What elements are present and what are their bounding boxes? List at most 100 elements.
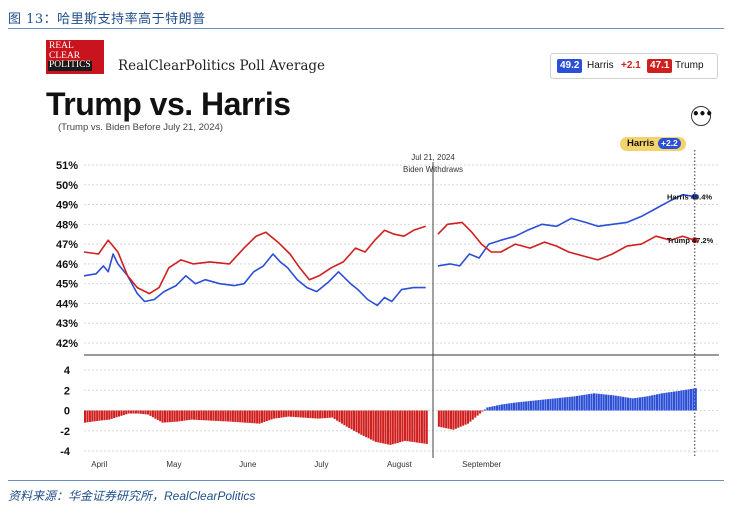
spread-bar <box>355 410 358 433</box>
spread-bar <box>561 397 564 411</box>
spread-bar <box>302 410 305 418</box>
spread-bar <box>193 410 196 420</box>
spread-bar <box>333 410 336 420</box>
spread-bar <box>641 397 644 411</box>
spread-bar <box>665 392 668 411</box>
harris-end-dot <box>691 193 698 200</box>
spread-bar <box>580 395 583 411</box>
spread-bar <box>134 410 137 414</box>
spread-bar <box>137 410 140 414</box>
spread-bar <box>585 394 588 411</box>
chart-title: Trump vs. Harris <box>46 86 291 122</box>
spread-bar <box>294 410 297 418</box>
spread-bar <box>583 394 586 411</box>
trump-end-label: Trump 47.2% <box>667 236 714 245</box>
x-month-label: August <box>387 460 413 469</box>
harris-end-label: Harris 49.4% <box>667 193 712 202</box>
spread-bar <box>147 410 150 415</box>
spread-bar <box>151 410 154 418</box>
spread-bar <box>142 410 145 415</box>
spread-bar <box>195 410 198 420</box>
spread-bar <box>668 392 671 411</box>
spread-bar <box>617 396 620 411</box>
spread-bar <box>646 396 649 411</box>
spread-bar <box>537 400 540 411</box>
logo-line-3: POLITICS <box>48 60 92 71</box>
spread-bar <box>357 410 360 434</box>
spread-bar <box>117 410 120 417</box>
x-month-label: April <box>91 460 107 469</box>
spread-bar <box>692 388 695 411</box>
spread-bar <box>260 410 263 423</box>
spread-bar <box>105 410 108 420</box>
spread-bar <box>406 410 409 442</box>
spread-bar <box>595 393 598 411</box>
spread-bar <box>447 410 450 429</box>
more-dots-icon[interactable]: ••• <box>691 106 713 126</box>
spread-bar <box>658 393 661 411</box>
spread-bar <box>178 410 181 422</box>
spread-bar <box>539 399 542 411</box>
spread-bar <box>369 410 373 440</box>
rcp-logo[interactable]: REAL CLEAR POLITICS <box>46 40 104 74</box>
spread-bar <box>525 401 528 411</box>
spread-bar <box>522 401 525 411</box>
spread-bar <box>653 394 656 411</box>
spread-bar <box>180 410 184 421</box>
spread-bar <box>304 410 307 418</box>
spread-bar <box>280 410 283 418</box>
spread-bar <box>655 394 659 411</box>
spread-bar <box>127 410 130 414</box>
spread-bar <box>588 394 591 411</box>
spread-bar <box>534 400 537 411</box>
spread-bar <box>379 410 382 443</box>
spread-bar <box>544 399 547 411</box>
figure-source: 资料来源：华金证券研究所，RealClearPolitics <box>8 487 255 504</box>
spread-bar <box>619 396 622 411</box>
harris-value-badge: 49.2 <box>557 59 583 73</box>
spread-bar <box>219 410 222 422</box>
spread-bar <box>493 405 496 411</box>
bottom-divider <box>8 480 724 481</box>
spread-bar <box>488 406 491 411</box>
spread-bar <box>590 393 593 411</box>
spread-bar <box>156 410 159 420</box>
spread-bar <box>316 410 319 419</box>
spread-bar <box>323 410 327 419</box>
spread-bar <box>110 410 113 419</box>
spread-bar <box>573 396 576 411</box>
spread-bar <box>277 410 280 418</box>
spread-bar <box>505 403 508 411</box>
spread-bar <box>273 410 276 419</box>
spread-bar <box>449 410 453 430</box>
spread-bar <box>687 389 690 411</box>
figure-caption: 图 13：哈里斯支持率高于特朗普 <box>8 12 206 27</box>
source-name: RealClearPolitics <box>164 489 256 503</box>
spread-bar <box>670 391 673 411</box>
leader-name: Harris <box>627 138 655 149</box>
spread-bar <box>239 410 242 423</box>
spread-bar <box>554 398 557 411</box>
spread-bar <box>605 394 608 411</box>
spread-bar <box>515 402 518 411</box>
spread-bar <box>163 410 167 423</box>
spread-bar <box>663 392 666 411</box>
poll-summary-box[interactable]: 49.2 Harris +2.1 47.1 Trump <box>550 53 718 79</box>
spread-bar <box>651 395 654 411</box>
spread-bar <box>568 396 571 411</box>
x-month-label: September <box>462 460 501 469</box>
spread-bar <box>420 410 423 444</box>
spread-bar <box>338 410 341 423</box>
spread-bar <box>292 410 295 417</box>
series-line-harris <box>83 253 426 307</box>
spread-bar <box>503 404 506 411</box>
spread-bar <box>229 410 232 422</box>
logo-line-1: REAL <box>49 41 74 51</box>
spread-bar <box>173 410 176 422</box>
spread-bar <box>384 410 387 444</box>
spread-bar <box>411 410 414 442</box>
spread-bar <box>597 393 600 411</box>
spread-bar <box>685 389 688 411</box>
spread-bar <box>236 410 239 423</box>
y-tick-label: 42% <box>56 338 78 350</box>
